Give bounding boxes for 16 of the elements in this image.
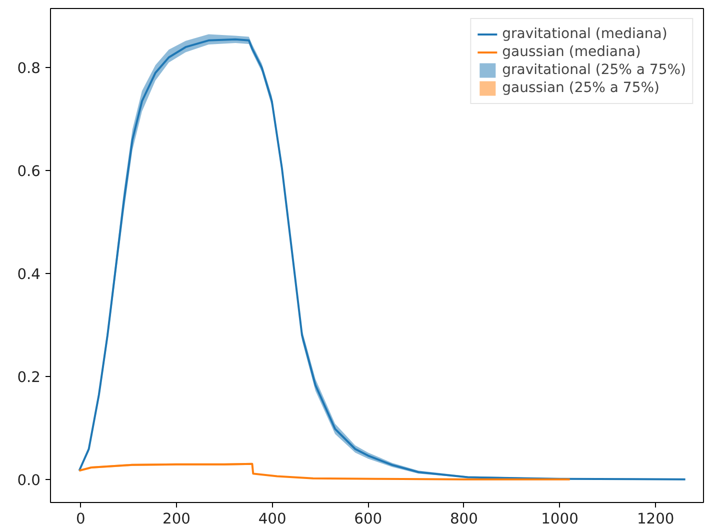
x-tick-label: 1000	[541, 510, 578, 528]
y-tick-label: 0.0	[17, 472, 41, 489]
legend-label: gravitational (25% a 75%)	[502, 61, 686, 79]
x-tick-label: 800	[450, 510, 478, 528]
y-tick-label: 0.6	[17, 163, 41, 180]
x-tick-label: 400	[258, 510, 286, 528]
x-tick-label: 200	[162, 510, 190, 528]
x-tick-label: 600	[354, 510, 382, 528]
y-tick-label: 0.8	[17, 60, 41, 78]
x-tick-label: 1200	[636, 510, 674, 528]
x-tick-label: 0	[76, 510, 86, 528]
legend-label: gravitational (mediana)	[502, 25, 668, 43]
y-tick-label: 0.2	[17, 368, 41, 386]
legend-label: gaussian (mediana)	[502, 43, 641, 61]
legend-label: gaussian (25% a 75%)	[502, 79, 660, 97]
y-tick-label: 0.4	[17, 266, 41, 284]
